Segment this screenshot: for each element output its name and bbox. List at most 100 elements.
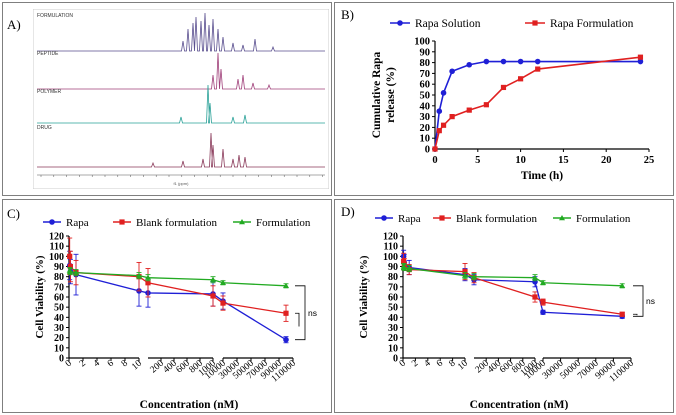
y-tick-label: 50	[388, 303, 398, 314]
data-point	[432, 146, 438, 152]
legend-marker	[49, 219, 55, 225]
legend-label: Blank formulation	[456, 213, 537, 225]
y-tick-label: 120	[49, 232, 64, 243]
y-axis-label: Cell Viability (%)	[34, 255, 46, 338]
data-point	[67, 253, 73, 259]
y-tick-label: 90	[420, 47, 431, 58]
y-tick-label: 80	[54, 272, 64, 283]
x-tick-label: 10	[130, 358, 144, 372]
data-point	[637, 54, 644, 60]
y-tick-label: 80	[420, 58, 431, 69]
nmr-trace-label: DRUG	[37, 125, 52, 131]
data-point	[534, 58, 541, 65]
panel-a: A) FORMULATION PEPTIDE POLYMER DRUG f1 (ppm)	[2, 2, 332, 196]
y-tick-label: 70	[420, 69, 431, 80]
legend-marker	[559, 215, 565, 221]
series-line-1	[434, 60, 641, 150]
y-tick-label: 100	[414, 37, 430, 48]
data-point	[471, 273, 477, 279]
y-tick-label: 0	[425, 145, 430, 156]
data-point	[440, 90, 447, 96]
data-point	[540, 309, 546, 316]
nmr-frame	[33, 9, 329, 189]
data-point	[67, 263, 73, 270]
y-tick-label: 60	[54, 293, 64, 304]
data-point	[517, 58, 524, 65]
y-tick-label: 60	[420, 80, 431, 91]
significance-label: ns	[646, 296, 655, 306]
y-tick-label: 20	[388, 333, 398, 344]
legend-label: Formulation	[576, 213, 631, 225]
data-point	[449, 114, 455, 120]
y-tick-label: 80	[388, 272, 398, 283]
series-line-1	[402, 256, 623, 317]
x-tick-label: 2	[410, 358, 420, 369]
y-tick-label: 110	[384, 242, 398, 253]
nmr-spectra: FORMULATION PEPTIDE POLYMER DRUG f1 (ppm)	[33, 9, 329, 189]
y-axis-label-line1: Cumulative Rapa	[371, 51, 383, 138]
significance-bracket-outer	[295, 285, 306, 341]
significance-label: ns	[308, 308, 317, 318]
data-point	[466, 107, 472, 113]
x-tick-label: 20	[601, 155, 612, 166]
y-tick-label: 30	[388, 323, 398, 334]
x-tick-label: 10	[456, 358, 470, 372]
data-point	[483, 58, 490, 65]
x-axis-label: Time (h)	[521, 170, 563, 182]
data-point	[540, 279, 546, 285]
x-axis-label: Concentration (nM)	[470, 399, 569, 410]
nmr-trace-label: PEPTIDE	[37, 51, 59, 57]
legend-marker	[397, 20, 403, 26]
y-tick-label: 100	[383, 252, 398, 263]
y-tick-label: 20	[420, 123, 431, 134]
data-point	[540, 299, 546, 305]
series-line-3	[403, 266, 623, 287]
panel-a-label: A)	[7, 17, 21, 32]
panel-c: C) 0 10 20 30 40 50 60 70 80 90 100 110 120 Cell Viab…	[2, 199, 332, 413]
x-tick-label: 4	[423, 358, 433, 369]
y-tick-label: 100	[49, 252, 64, 263]
significance-bracket-inner	[633, 313, 638, 316]
y-tick-label: 90	[54, 262, 64, 273]
y-tick-label: 40	[420, 101, 431, 112]
y-tick-label: 50	[54, 303, 64, 314]
series-line-1	[69, 265, 287, 341]
y-tick-label: 30	[54, 323, 64, 334]
data-point	[67, 268, 74, 274]
legend-marker	[381, 215, 387, 221]
series-line-2	[434, 56, 641, 150]
legend-label: Blank formulation	[136, 217, 217, 229]
y-tick-label: 0	[393, 354, 398, 365]
panel-d: D) 0 10 20 30 40 50 60 70 80 90 100 110 120 Cell Viab…	[334, 199, 674, 413]
x-tick-label: 5	[475, 155, 480, 166]
x-tick-label: 0	[432, 155, 437, 166]
nmr-axis-label: f1 (ppm)	[174, 181, 190, 186]
legend-marker	[439, 215, 445, 221]
data-point	[145, 274, 151, 280]
data-point	[619, 311, 625, 317]
data-point	[436, 108, 443, 114]
data-point	[283, 282, 289, 289]
nmr-trace-label: FORMULATION	[37, 13, 73, 19]
x-tick-label: 0	[64, 358, 74, 369]
data-point	[462, 268, 468, 275]
legend-label: Rapa	[66, 217, 89, 229]
data-point	[283, 336, 289, 343]
data-point	[532, 294, 538, 300]
legend-label: Rapa Formulation	[550, 18, 634, 30]
x-tick-label: 25	[644, 155, 655, 166]
y-axis-label-line2: release (%)	[385, 67, 397, 123]
data-point	[462, 272, 468, 278]
x-tick-label: 4	[92, 358, 102, 369]
data-point	[436, 128, 442, 134]
x-axis-label: Concentration (nM)	[140, 399, 239, 410]
y-axis-label: Cell Viability (%)	[358, 255, 370, 338]
y-tick-label: 110	[50, 242, 64, 253]
y-tick-label: 30	[420, 112, 431, 123]
y-tick-label: 0	[59, 354, 64, 365]
panel-b-label: B)	[341, 7, 354, 22]
nmr-trace-drug	[37, 132, 325, 168]
x-tick-label: 8	[447, 358, 457, 369]
